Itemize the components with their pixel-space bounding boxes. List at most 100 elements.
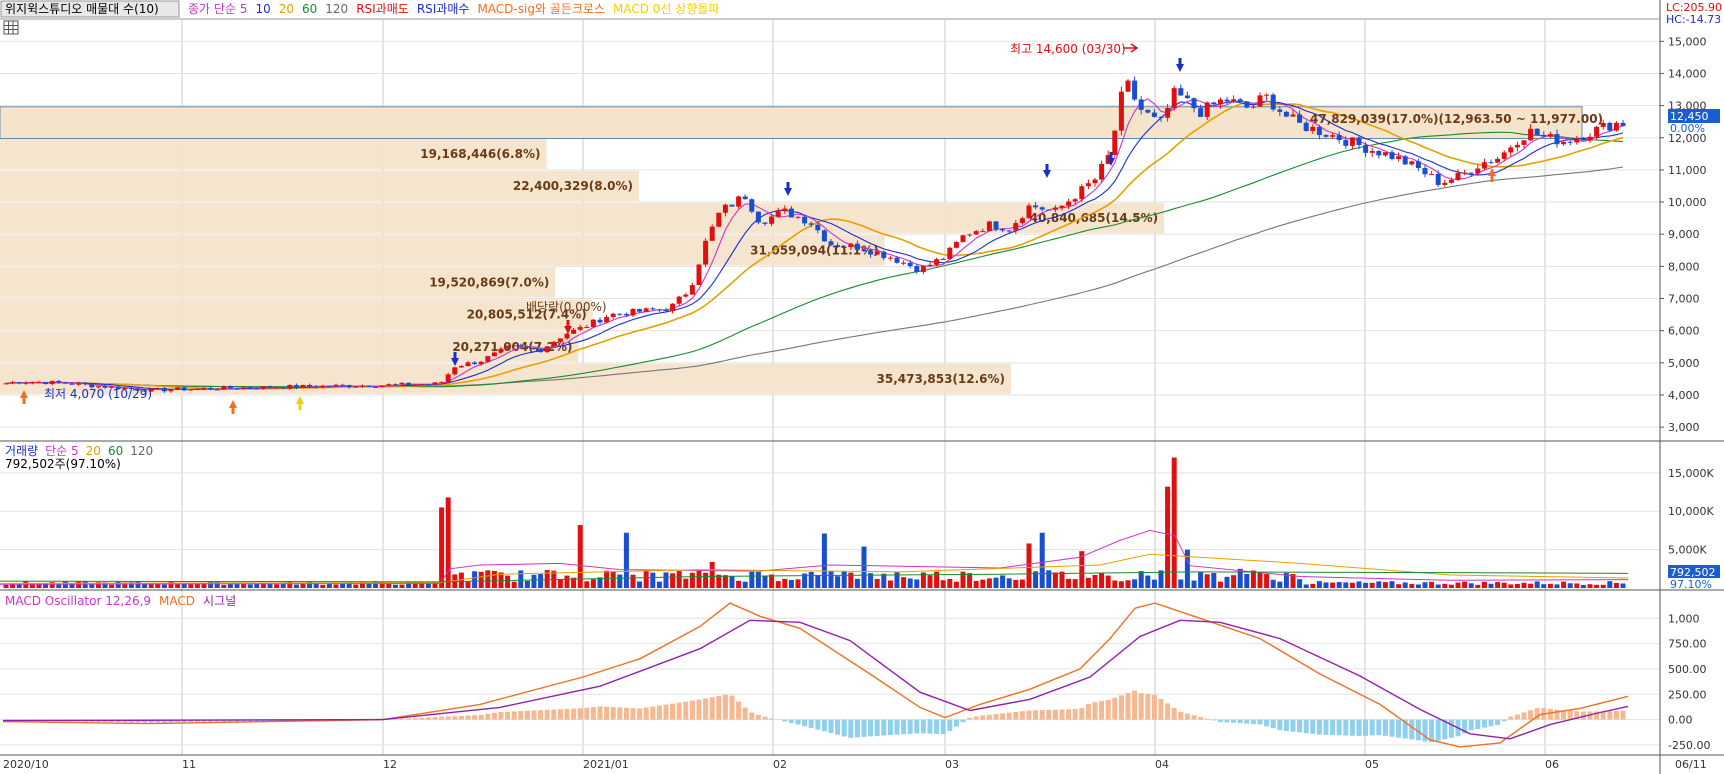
macd-osc-bar (1204, 718, 1210, 720)
volume-bar (676, 571, 682, 588)
macd-osc-bar (960, 719, 966, 723)
macd-osc-bar (1072, 709, 1078, 720)
candle-body (861, 249, 867, 252)
volume-bar (650, 572, 656, 588)
candle-body (1501, 152, 1507, 159)
indicator-label-0: 종가 단순 5 (188, 2, 247, 16)
volume-bar (749, 571, 755, 588)
volume-bar (538, 574, 544, 588)
candle-body (1310, 126, 1316, 132)
volume-bar (623, 532, 629, 588)
candle-body (742, 196, 748, 200)
volume-panel[interactable] (0, 443, 1660, 590)
macd-osc-bar (392, 718, 398, 720)
volume-bar (115, 581, 121, 588)
volume-bar (670, 573, 676, 588)
macd-osc-bar (584, 707, 590, 720)
candle-body (1046, 209, 1052, 211)
volume-bar (604, 570, 610, 588)
candle-body (769, 216, 775, 224)
macd-osc-bar (1396, 719, 1402, 738)
macd-osc-bar (1620, 710, 1626, 720)
volume-bar (531, 574, 537, 588)
volume-legend-0: 거래량 (5, 444, 38, 458)
macd-osc-bar (161, 719, 167, 723)
macd-osc-bar (610, 707, 616, 720)
macd-osc-bar (1363, 719, 1369, 736)
candle-body (920, 265, 926, 272)
volume-bar (1297, 579, 1303, 588)
candle-body (1475, 168, 1481, 174)
candle-body (1264, 94, 1270, 96)
profile-label-8: 35,473,853(12.6%) (877, 372, 1006, 386)
volume-legend-4: 120 (130, 444, 153, 458)
macd-osc-bar (795, 719, 801, 725)
volume-bar (986, 578, 992, 588)
candle-body (689, 285, 695, 295)
candle-body (1297, 114, 1303, 123)
volume-bar (95, 582, 101, 588)
candle-body (260, 386, 266, 389)
volume-bar (340, 583, 346, 588)
stock-title[interactable]: 위지윅스튜디오 매물대 수(10) (5, 2, 159, 16)
current-pct-label: 0.00% (1670, 122, 1705, 135)
candle-body (221, 386, 227, 390)
candle-body (762, 222, 768, 224)
profile-label-1: 19,168,446(6.8%) (420, 147, 540, 161)
candle-body (142, 390, 148, 392)
volume-bar (1231, 575, 1237, 588)
macd-osc-bar (881, 719, 887, 736)
volume-bar (3, 584, 9, 588)
candle-body (432, 382, 438, 385)
volume-bar (1158, 570, 1164, 588)
candle-body (201, 387, 207, 389)
volume-bar (412, 581, 418, 588)
volume-bar (894, 572, 900, 588)
macd-osc-bar (175, 719, 181, 723)
candle-body (10, 382, 16, 384)
volume-bar (769, 574, 775, 588)
candle-body (1613, 122, 1619, 131)
candle-body (1429, 173, 1435, 175)
volume-bar (1151, 579, 1157, 588)
candle-body (49, 380, 55, 385)
volume-bar (1415, 584, 1421, 588)
volume-bar (821, 533, 827, 588)
x-tick-label: 06/11 (1675, 758, 1707, 771)
candle-body (1382, 152, 1388, 156)
macd-osc-bar (1303, 719, 1309, 734)
volume-bar (333, 584, 339, 588)
macd-osc-bar (1092, 702, 1098, 720)
macd-osc-bar (927, 719, 933, 734)
y-tick-label: 7,000 (1668, 293, 1700, 306)
y-tick-label: 14,000 (1668, 67, 1707, 80)
volume-bar (1303, 584, 1309, 588)
candle-body (1013, 223, 1019, 231)
macd-osc-bar (1145, 693, 1151, 720)
macd-osc-bar (439, 716, 445, 720)
volume-bar (241, 583, 247, 588)
macd-osc-bar (1389, 719, 1395, 737)
volume-bar (1442, 583, 1448, 588)
macd-osc-bar (1448, 719, 1454, 738)
volume-bar (1171, 457, 1177, 588)
macd-tick-label: 1,000 (1668, 612, 1700, 625)
macd-line (2, 602, 1629, 748)
volume-bar (1330, 582, 1336, 588)
candle-body (1316, 126, 1322, 136)
candle-body (386, 384, 392, 386)
macd-osc-bar (1402, 719, 1408, 739)
macd-osc-bar (458, 715, 464, 720)
macd-osc-bar (1316, 719, 1322, 735)
golden-cross-arrow (20, 390, 28, 404)
volume-bar (1138, 571, 1144, 588)
candle-body (465, 362, 471, 367)
volume-bar (1475, 584, 1481, 588)
candle-body (1158, 116, 1164, 118)
volume-bar (795, 579, 801, 588)
macd-osc-bar (1349, 719, 1355, 736)
candle-body (557, 338, 563, 342)
grid-toggle-icon[interactable] (3, 20, 19, 35)
macd-osc-bar (1171, 707, 1177, 720)
candle-body (795, 216, 801, 218)
